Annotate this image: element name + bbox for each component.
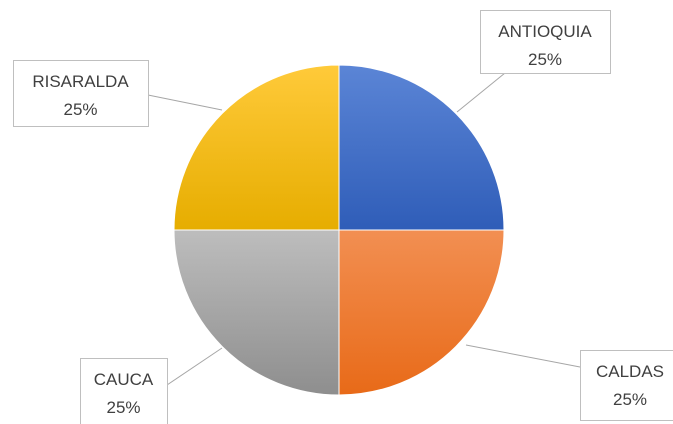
pie-slice-risaralda xyxy=(173,64,340,231)
pie-slice-caldas xyxy=(338,229,505,396)
data-label-box-antioquia xyxy=(480,10,611,74)
data-label-box-caldas xyxy=(580,350,673,421)
data-label-category: RISARALDA xyxy=(32,72,129,91)
pie-slice-antioquia xyxy=(338,64,505,231)
leader-line-caldas xyxy=(465,344,581,368)
pie-slice-cauca xyxy=(173,229,340,396)
data-labels: ANTIOQUIA 25% CALDAS 25% CAUCA 25% RISARALDA 25… xyxy=(13,10,673,424)
data-label-box-cauca xyxy=(80,358,168,424)
data-label-category: ANTIOQUIA xyxy=(498,22,592,41)
leader-line-cauca xyxy=(166,347,223,386)
data-label-category: CAUCA xyxy=(94,370,154,389)
pie-slices xyxy=(173,64,505,396)
leader-line-risaralda xyxy=(147,94,223,111)
data-label-box-risaralda xyxy=(13,60,149,127)
data-label-percent: 25% xyxy=(63,100,97,119)
leader-line-antioquia xyxy=(456,72,506,113)
data-label-percent: 25% xyxy=(613,390,647,409)
data-label-percent: 25% xyxy=(528,50,562,69)
data-label-percent: 25% xyxy=(106,398,140,417)
data-label-category: CALDAS xyxy=(596,362,664,381)
